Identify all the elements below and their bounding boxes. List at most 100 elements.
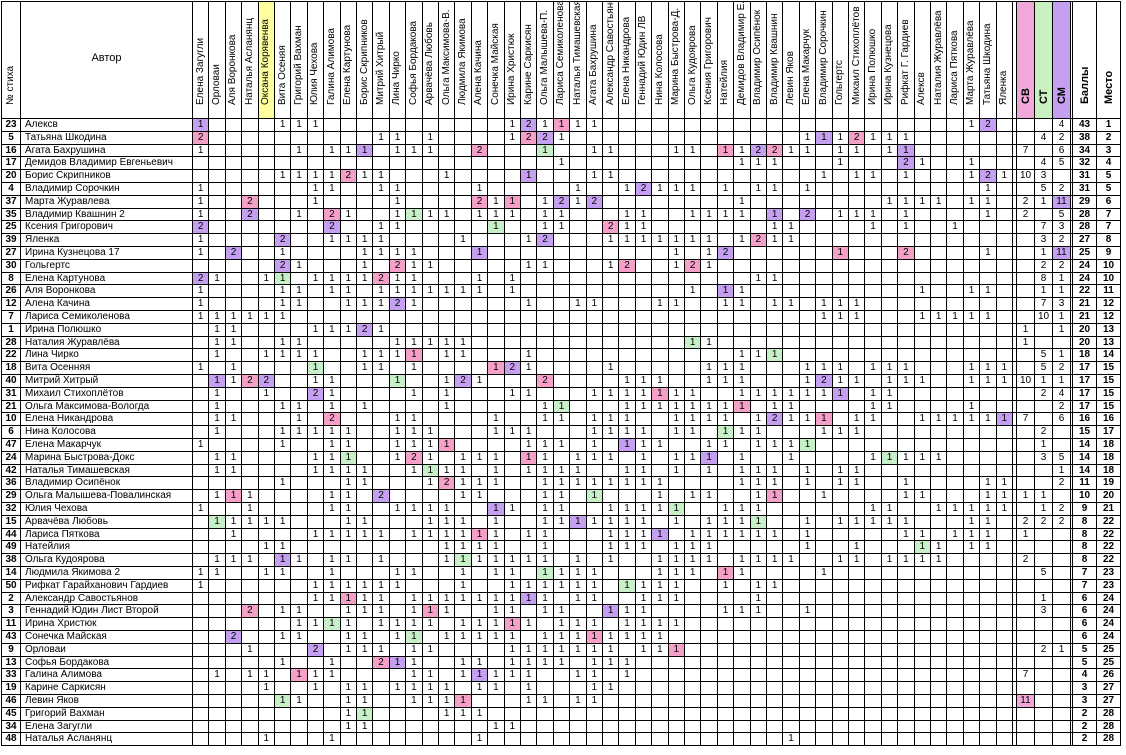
vote-cell	[586, 707, 603, 721]
voter-header: Оксана Корявенва	[258, 1, 275, 119]
vote-cell	[963, 567, 981, 580]
vote-cell	[996, 567, 1013, 580]
vote-cell: 1	[357, 605, 374, 619]
vote-cell	[324, 631, 341, 644]
vote-cell: 1	[635, 515, 653, 529]
vote-cell: 1	[471, 490, 489, 503]
vote-cell: 1	[701, 362, 718, 375]
vote-cell: 1	[619, 618, 636, 631]
vote-cell	[963, 477, 981, 491]
vote-cell: 1	[734, 400, 751, 414]
vote-cell: 1	[406, 387, 423, 401]
vote-cell	[865, 733, 882, 747]
vote-cell	[996, 695, 1013, 708]
points-cell: 16	[1073, 413, 1097, 427]
vote-cell	[209, 131, 226, 145]
vote-cell	[914, 259, 931, 273]
vote-cell	[603, 375, 620, 388]
vote-cell: 1	[931, 311, 948, 324]
vote-cell: 1	[521, 439, 538, 452]
sv-cell	[1017, 733, 1035, 747]
vote-cell	[849, 490, 866, 503]
vote-cell	[635, 259, 653, 273]
gap-cell	[1013, 272, 1017, 286]
vote-cell: 2	[307, 387, 325, 401]
vote-cell	[275, 720, 292, 734]
vote-cell: 1	[980, 528, 997, 542]
vote-cell	[324, 720, 341, 734]
vote-cell	[521, 733, 538, 747]
vote-cell	[553, 720, 571, 734]
vote-cell: 1	[258, 272, 275, 286]
vote-cell	[849, 439, 866, 452]
gap-cell	[1013, 490, 1017, 503]
vote-cell: 1	[471, 272, 489, 286]
vote-cell: 1	[586, 144, 603, 158]
points-cell: 15	[1073, 426, 1097, 439]
vote-cell	[832, 272, 849, 286]
vote-cell	[603, 349, 620, 363]
points-cell: 7	[1073, 579, 1097, 593]
row-number: 3	[1, 605, 21, 619]
vote-cell	[619, 298, 636, 311]
vote-cell: 1	[603, 528, 620, 542]
gap-cell	[1071, 669, 1073, 683]
vote-cell	[619, 144, 636, 158]
vote-cell: 1	[373, 605, 390, 619]
vote-cell: 1	[783, 144, 800, 158]
vote-cell: 1	[357, 477, 374, 491]
place-cell: 17	[1097, 426, 1121, 439]
vote-cell	[553, 733, 571, 747]
vote-cell	[635, 362, 653, 375]
row-number: 5	[1, 131, 21, 145]
vote-cell	[275, 323, 292, 337]
vote-cell: 1	[521, 656, 538, 670]
vote-cell: 1	[439, 170, 456, 183]
vote-cell	[931, 183, 948, 196]
vote-cell: 1	[619, 669, 636, 683]
header-label: Наталия Журавлёва	[932, 10, 944, 105]
vote-cell	[291, 362, 308, 375]
vote-cell: 1	[455, 285, 472, 299]
vote-cell: 1	[521, 234, 538, 247]
vote-cell	[619, 592, 636, 606]
vote-cell: 1	[898, 144, 915, 158]
vote-cell	[881, 541, 899, 555]
vote-cell	[373, 208, 390, 222]
vote-cell	[931, 579, 948, 593]
vote-cell: 2	[373, 272, 390, 286]
vote-cell	[307, 490, 325, 503]
vote-cell	[291, 733, 308, 747]
vote-cell	[225, 579, 243, 593]
gap-cell	[1071, 554, 1073, 567]
vote-cell: 1	[914, 451, 931, 465]
vote-cell: 1	[734, 375, 751, 388]
points-cell: 8	[1073, 554, 1097, 567]
vote-cell	[307, 707, 325, 721]
vote-cell	[750, 707, 767, 721]
vote-cell: 1	[225, 490, 243, 503]
vote-cell	[881, 349, 899, 363]
vote-cell	[586, 323, 603, 337]
vote-cell	[291, 656, 308, 670]
vote-cell: 2	[898, 247, 915, 260]
vote-cell	[521, 311, 538, 324]
vote-cell: 1	[898, 477, 915, 491]
vote-cell: 1	[996, 503, 1013, 516]
vote-cell	[668, 157, 685, 171]
points-cell: 3	[1073, 682, 1097, 695]
vote-cell	[373, 541, 390, 555]
vote-cell	[406, 323, 423, 337]
vote-cell	[914, 323, 931, 337]
vote-cell	[439, 195, 456, 209]
vote-cell	[668, 682, 685, 695]
vote-cell: 1	[291, 285, 308, 299]
vote-cell	[488, 157, 505, 171]
vote-cell	[931, 375, 948, 388]
vote-cell: 2	[307, 643, 325, 657]
vote-cell	[898, 605, 915, 619]
vote-cell	[816, 119, 833, 132]
vote-cell: 1	[521, 464, 538, 478]
row-number: 31	[1, 387, 21, 401]
vote-cell: 1	[406, 605, 423, 619]
